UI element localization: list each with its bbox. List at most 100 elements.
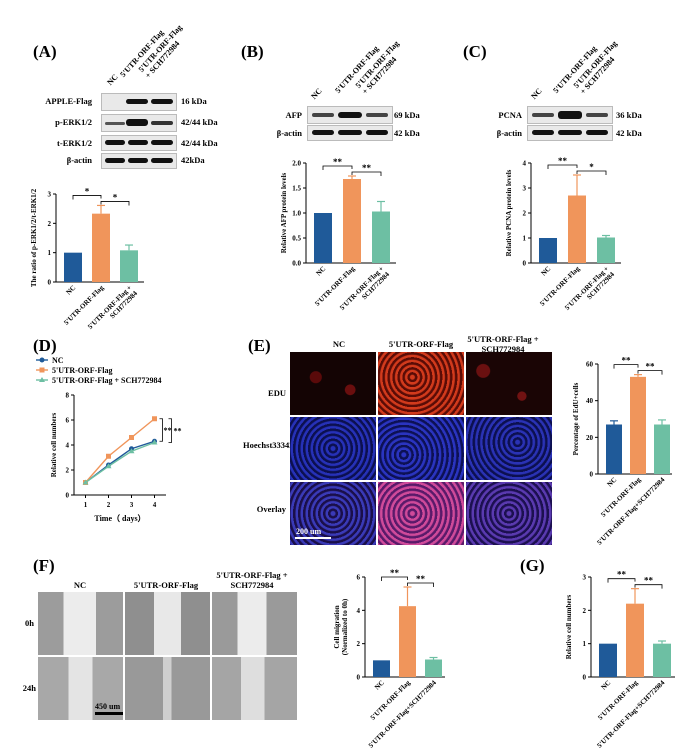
legend-marker	[39, 357, 45, 363]
bar	[372, 211, 390, 263]
cond-label-nc: NC	[332, 339, 346, 349]
legend-marker	[39, 377, 45, 382]
microscopy-image	[38, 657, 123, 720]
y-axis-label: Relative PCNA protein levels	[505, 169, 513, 256]
microscopy-image	[212, 657, 297, 720]
microscopy-image	[290, 417, 376, 480]
scale-bar-label: 450 um	[95, 702, 121, 711]
significance-label: **	[646, 362, 656, 372]
y-axis-label: Percentage of EdU+cells	[572, 382, 580, 455]
blot-b-kda: 69 kDa	[394, 110, 420, 120]
legend-label: 5'UTR-ORF-Flag + SCH772984	[52, 376, 161, 385]
significance-bracket	[351, 171, 382, 176]
data-point	[151, 439, 158, 445]
significance-label: **	[362, 163, 372, 173]
bar	[314, 213, 332, 263]
lane-label-nc: NC	[529, 86, 544, 101]
significance-label: **	[622, 356, 632, 366]
y-tick-label: 1.5	[292, 185, 301, 193]
bar	[599, 643, 617, 677]
scale-bar	[295, 537, 331, 539]
microscopy-image	[378, 417, 464, 480]
bar	[343, 179, 361, 263]
blot-c-row-label: β-actin	[496, 128, 522, 138]
category-label: NC	[600, 679, 613, 692]
significance-bracket	[607, 578, 636, 583]
significance-bracket	[159, 418, 163, 442]
legend-marker	[39, 367, 45, 373]
microscopy-image	[378, 482, 464, 545]
y-tick-label: 2	[66, 467, 70, 475]
microscopy-image	[466, 417, 552, 480]
y-tick-label: 4	[66, 442, 70, 450]
significance-bracket	[381, 576, 408, 581]
significance-bracket	[613, 364, 639, 369]
y-tick-label: 2.0	[292, 160, 301, 168]
y-tick-label: 4	[357, 607, 361, 615]
y-axis-label: Relative AFP protein levels	[280, 172, 288, 253]
significance-label: **	[558, 156, 568, 166]
row-label-hoechst: Hoechst33342	[243, 440, 294, 450]
y-axis-label: Relative cell numbers	[565, 594, 573, 659]
microscopy-image	[466, 352, 552, 415]
y-tick-label: 6	[66, 417, 70, 425]
bar	[373, 660, 390, 677]
data-point	[129, 435, 134, 440]
y-tick-label: 2	[357, 640, 361, 648]
blot-strip	[101, 153, 177, 169]
microscopy-image: 450 um	[95, 657, 210, 720]
significance-bracket	[72, 195, 102, 200]
category-label: NC	[540, 265, 553, 278]
significance-label: *	[113, 192, 118, 202]
blot-a-kda: 42/44 kDa	[181, 138, 218, 148]
significance-bracket	[322, 165, 353, 170]
bar	[399, 606, 416, 677]
blot-strip	[101, 93, 177, 111]
y-tick-label: 0.5	[292, 235, 301, 243]
y-tick-label: 1	[48, 249, 52, 257]
row-label-edu: EDU	[268, 388, 286, 398]
y-tick-label: 0	[48, 279, 52, 287]
blot-strip	[307, 106, 393, 124]
y-tick-label: 8	[66, 392, 70, 400]
bar	[120, 250, 138, 282]
y-tick-label: 0	[66, 492, 70, 500]
y-tick-label: 1	[523, 235, 527, 243]
migration-image-grid: 450 um	[38, 592, 298, 720]
bar	[64, 252, 82, 282]
panel-label-e: (E)	[248, 336, 271, 355]
bar	[92, 213, 110, 282]
microscopy-image	[378, 352, 464, 415]
bar	[425, 659, 442, 677]
significance-bracket	[637, 370, 663, 375]
bar	[606, 424, 622, 474]
data-point	[82, 479, 89, 485]
blot-b-row-label: β-actin	[276, 128, 302, 138]
data-point	[152, 416, 157, 422]
x-tick-label: 1	[84, 501, 88, 509]
blot-c-row-label: PCNA	[498, 110, 522, 120]
bar-chart-b: 0.0 0.5 1.0 1.5 2.0 Relative AFP protein leve…	[280, 157, 396, 312]
y-axis-label: Relative cell numbers	[50, 412, 58, 477]
blot-a-kda: 42/44 kDa	[181, 117, 218, 127]
data-point	[105, 463, 112, 469]
panel-label-a: (A)	[33, 42, 57, 61]
panel-label-g: (G)	[520, 556, 545, 575]
significance-bracket	[168, 418, 172, 443]
x-tick-label: 3	[130, 501, 134, 509]
bar	[539, 238, 557, 263]
microscopy-image	[125, 592, 210, 655]
significance-label: **	[416, 574, 426, 584]
panel-label-f: (F)	[33, 556, 55, 575]
cond-label-sch: 5'UTR-ORF-Flag + SCH772984	[216, 570, 288, 590]
y-tick-label: 0	[357, 674, 361, 682]
x-tick-label: 4	[153, 501, 157, 509]
panel-label-b: (B)	[241, 42, 264, 61]
y-tick-label: 4	[523, 160, 527, 168]
scale-bar-label: 200 um	[296, 527, 322, 536]
significance-label: *	[589, 162, 594, 172]
significance-bracket	[576, 170, 607, 175]
significance-label: **	[164, 426, 172, 435]
